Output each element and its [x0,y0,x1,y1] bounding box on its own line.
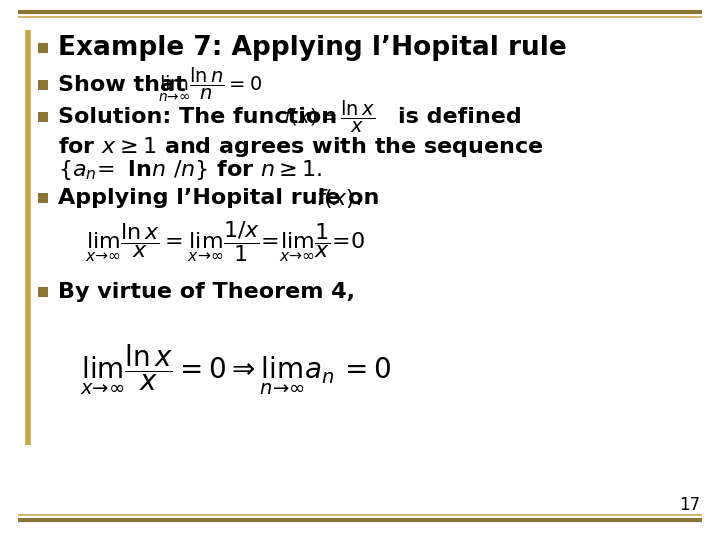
Text: Show that: Show that [58,75,186,95]
Text: Applying l’Hopital rule on: Applying l’Hopital rule on [58,188,379,208]
Text: $f(x)$:: $f(x)$: [316,186,361,210]
Bar [38,193,48,203]
Text: 17: 17 [679,496,700,514]
Bar [38,43,48,53]
Text: $\lim_{x \to \infty} \dfrac{\ln x}{x} = 0 \Rightarrow \lim_{n \to \infty} a_n = : $\lim_{x \to \infty} \dfrac{\ln x}{x} = … [80,342,391,397]
Text: for $x \geq 1$ and agrees with the sequence: for $x \geq 1$ and agrees with the seque… [58,135,544,159]
Bar [38,112,48,122]
Text: $\lim_{n \to \infty} \dfrac{\ln n}{n} = 0$: $\lim_{n \to \infty} \dfrac{\ln n}{n} = … [158,66,262,104]
Text: Example 7: Applying l’Hopital rule: Example 7: Applying l’Hopital rule [58,35,567,61]
Text: is defined: is defined [398,107,522,127]
Bar [38,287,48,297]
Text: $\lim_{x \to \infty} \dfrac{\ln x}{x} = \lim_{x \to \infty} \dfrac{1/x}{1} = \li: $\lim_{x \to \infty} \dfrac{\ln x}{x} = … [85,220,365,265]
Bar [38,80,48,90]
Text: $\{a_n\!=$ ln$n$ $/n\}$ for $n \geq 1.$: $\{a_n\!=$ ln$n$ $/n\}$ for $n \geq 1.$ [58,158,323,182]
Text: By virtue of Theorem 4,: By virtue of Theorem 4, [58,282,355,302]
Text: Solution: The function: Solution: The function [58,107,337,127]
Text: $f(x) = \dfrac{\ln x}{x}$: $f(x) = \dfrac{\ln x}{x}$ [283,99,375,135]
